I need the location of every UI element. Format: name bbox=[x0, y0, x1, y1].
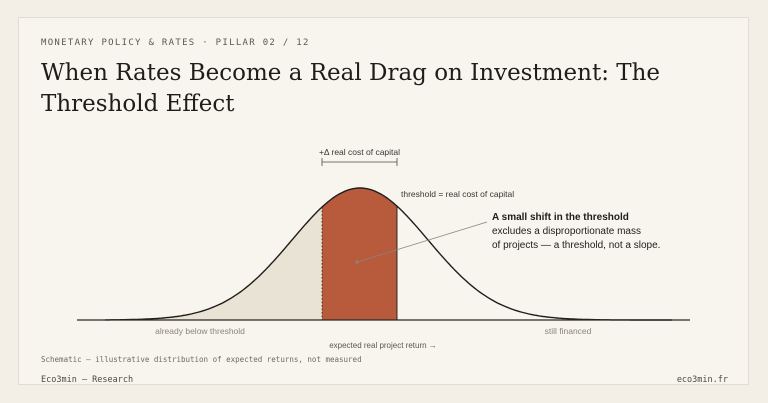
below-threshold-area bbox=[105, 207, 322, 320]
callout-anchor-dot bbox=[355, 260, 359, 264]
callout-line-1: excludes a disproportionate mass bbox=[492, 226, 641, 237]
footer-brand: Eco3min — Research bbox=[41, 375, 134, 385]
region-label-below: already below threshold bbox=[155, 326, 245, 336]
x-axis-label: expected real project return → bbox=[329, 341, 437, 350]
callout-line-2: of projects — a threshold, not a slope. bbox=[492, 240, 660, 251]
threshold-label: threshold = real cost of capital bbox=[401, 189, 514, 199]
callout-leader-line bbox=[356, 221, 488, 263]
excluded-projects-band bbox=[322, 188, 397, 320]
distribution-curve bbox=[105, 187, 672, 321]
eyebrow-label: MONETARY POLICY & RATES · PILLAR 02 / 12 bbox=[41, 38, 310, 48]
delta-label: +Δ real cost of capital bbox=[319, 147, 400, 157]
region-label-financed: still financed bbox=[545, 326, 592, 336]
page-title: When Rates Become a Real Drag on Investm… bbox=[41, 60, 661, 117]
footer-site-link[interactable]: eco3min.fr bbox=[676, 375, 728, 385]
callout-heading: A small shift in the threshold bbox=[492, 212, 629, 223]
schematic-note: Schematic — illustrative distribution of… bbox=[41, 355, 362, 364]
